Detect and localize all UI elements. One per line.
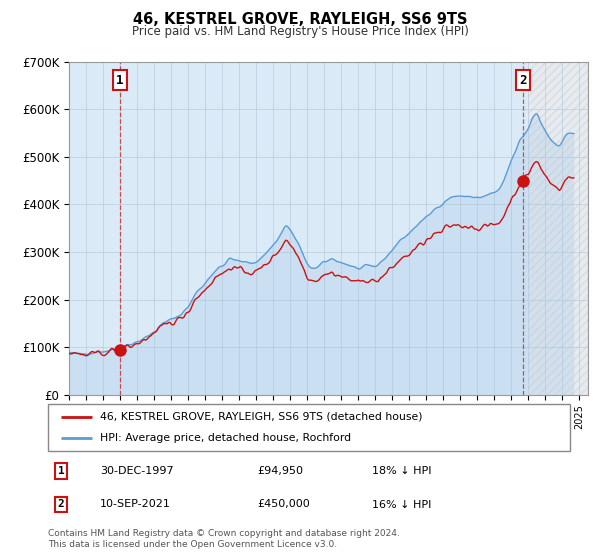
Text: 46, KESTREL GROVE, RAYLEIGH, SS6 9TS: 46, KESTREL GROVE, RAYLEIGH, SS6 9TS: [133, 12, 467, 27]
Text: Price paid vs. HM Land Registry's House Price Index (HPI): Price paid vs. HM Land Registry's House …: [131, 25, 469, 38]
Text: 1: 1: [58, 466, 64, 476]
Text: £94,950: £94,950: [257, 466, 303, 476]
Text: Contains HM Land Registry data © Crown copyright and database right 2024.
This d: Contains HM Land Registry data © Crown c…: [48, 529, 400, 549]
Text: 30-DEC-1997: 30-DEC-1997: [100, 466, 174, 476]
Text: 2: 2: [58, 500, 64, 510]
Text: £450,000: £450,000: [257, 500, 310, 510]
Text: HPI: Average price, detached house, Rochford: HPI: Average price, detached house, Roch…: [100, 433, 352, 444]
Text: 46, KESTREL GROVE, RAYLEIGH, SS6 9TS (detached house): 46, KESTREL GROVE, RAYLEIGH, SS6 9TS (de…: [100, 412, 422, 422]
Text: 16% ↓ HPI: 16% ↓ HPI: [371, 500, 431, 510]
Text: 1: 1: [116, 73, 124, 86]
Text: 18% ↓ HPI: 18% ↓ HPI: [371, 466, 431, 476]
Bar: [529, 62, 588, 395]
Text: 2: 2: [520, 73, 527, 86]
Text: 10-SEP-2021: 10-SEP-2021: [100, 500, 171, 510]
Bar: [529, 62, 588, 395]
